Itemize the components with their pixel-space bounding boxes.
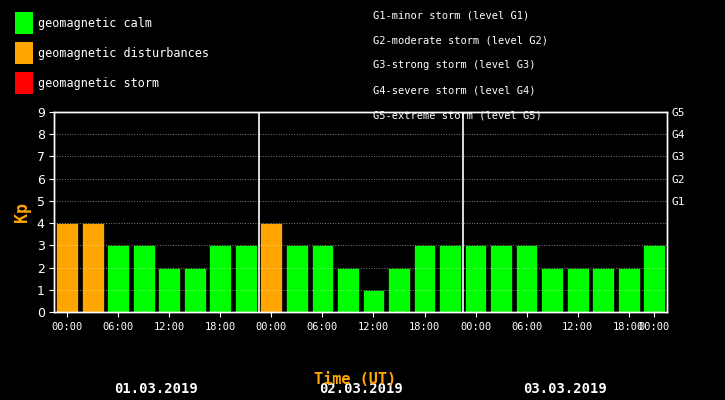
Bar (184, 268, 206, 312)
Text: geomagnetic calm: geomagnetic calm (38, 16, 152, 30)
Bar (57, 223, 78, 312)
Bar (465, 245, 486, 312)
Text: G5-extreme storm (level G5): G5-extreme storm (level G5) (373, 111, 542, 121)
Bar (312, 245, 334, 312)
Text: G3-strong storm (level G3): G3-strong storm (level G3) (373, 60, 536, 70)
Text: 02.03.2019: 02.03.2019 (319, 382, 402, 396)
Bar (260, 223, 282, 312)
Bar (542, 268, 563, 312)
Bar (414, 245, 435, 312)
Text: geomagnetic disturbances: geomagnetic disturbances (38, 46, 210, 60)
Bar (107, 245, 129, 312)
Bar (362, 290, 384, 312)
Bar (235, 245, 257, 312)
Bar (618, 268, 639, 312)
Text: 03.03.2019: 03.03.2019 (523, 382, 607, 396)
Text: G1-minor storm (level G1): G1-minor storm (level G1) (373, 10, 530, 20)
Text: 01.03.2019: 01.03.2019 (115, 382, 199, 396)
Bar (82, 223, 104, 312)
Bar (515, 245, 537, 312)
Bar (210, 245, 231, 312)
Bar (337, 268, 359, 312)
Text: geomagnetic storm: geomagnetic storm (38, 76, 160, 90)
Bar (567, 268, 589, 312)
Text: G4-severe storm (level G4): G4-severe storm (level G4) (373, 86, 536, 96)
Bar (643, 245, 665, 312)
Text: G2-moderate storm (level G2): G2-moderate storm (level G2) (373, 35, 548, 45)
Bar (388, 268, 410, 312)
Bar (592, 268, 614, 312)
Y-axis label: Kp: Kp (13, 202, 31, 222)
Bar (439, 245, 461, 312)
Text: Time (UT): Time (UT) (314, 372, 397, 387)
Bar (490, 245, 512, 312)
Bar (158, 268, 180, 312)
Bar (133, 245, 154, 312)
Bar (286, 245, 307, 312)
